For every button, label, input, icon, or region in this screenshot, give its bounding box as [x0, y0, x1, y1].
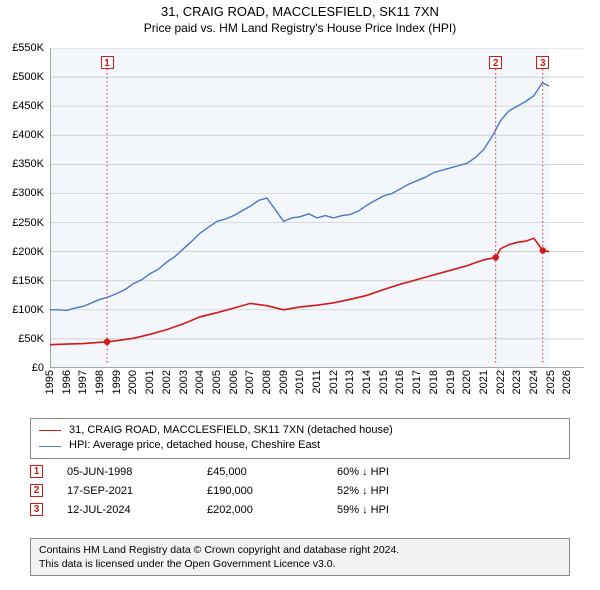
- x-tick-label: 2005: [211, 370, 223, 394]
- sales-price: £190,000: [207, 485, 337, 497]
- x-tick-label: 1999: [111, 370, 123, 394]
- sales-row: 3 12-JUL-2024£202,00059% ↓ HPI: [30, 500, 570, 519]
- chart-plot-area: 1 2 3: [50, 48, 584, 368]
- y-tick-label: £400K: [12, 129, 44, 141]
- x-tick-label: 2022: [495, 370, 507, 394]
- chart-subtitle: Price paid vs. HM Land Registry's House …: [0, 21, 600, 35]
- y-tick-label: £550K: [12, 42, 44, 54]
- x-tick-label: 2002: [161, 370, 173, 394]
- attribution-line-1: Contains HM Land Registry data © Crown c…: [39, 543, 561, 557]
- x-tick-label: 2020: [461, 370, 473, 394]
- sales-date: 17-SEP-2021: [67, 485, 207, 497]
- x-axis-labels: 1995199619971998199920002001200220032004…: [50, 370, 584, 414]
- y-tick-label: £450K: [12, 100, 44, 112]
- sales-row: 2 17-SEP-2021£190,00052% ↓ HPI: [30, 481, 570, 500]
- y-tick-label: £50K: [18, 333, 44, 345]
- x-tick-label: 2010: [294, 370, 306, 394]
- x-tick-label: 2025: [545, 370, 557, 394]
- legend-swatch: [39, 430, 61, 431]
- sales-hpi: 59% ↓ HPI: [337, 504, 389, 516]
- legend-row: 31, CRAIG ROAD, MACCLESFIELD, SK11 7XN (…: [39, 423, 561, 438]
- x-tick-label: 2021: [478, 370, 490, 394]
- sales-date: 05-JUN-1998: [67, 466, 207, 478]
- legend-row: HPI: Average price, detached house, Ches…: [39, 438, 561, 453]
- chart-svg: [50, 48, 584, 368]
- sales-date: 12-JUL-2024: [67, 504, 207, 516]
- chart-annotation-marker: 1: [101, 56, 114, 69]
- x-tick-label: 1998: [94, 370, 106, 394]
- x-tick-label: 2017: [411, 370, 423, 394]
- y-tick-label: £0: [32, 362, 44, 374]
- y-tick-label: £300K: [12, 187, 44, 199]
- attribution-line-2: This data is licensed under the Open Gov…: [39, 557, 561, 571]
- sales-marker: 1: [30, 465, 43, 478]
- x-tick-label: 2006: [228, 370, 240, 394]
- x-tick-label: 2019: [445, 370, 457, 394]
- sales-hpi: 52% ↓ HPI: [337, 485, 389, 497]
- x-tick-label: 2011: [311, 370, 323, 394]
- sales-hpi: 60% ↓ HPI: [337, 466, 389, 478]
- x-tick-label: 1996: [61, 370, 73, 394]
- x-tick-label: 2008: [261, 370, 273, 394]
- x-tick-label: 2004: [194, 370, 206, 394]
- sales-row: 1 05-JUN-1998£45,00060% ↓ HPI: [30, 462, 570, 481]
- x-tick-label: 1995: [44, 370, 56, 394]
- legend-swatch: [39, 446, 61, 447]
- chart-annotation-marker: 3: [536, 56, 549, 69]
- x-tick-label: 2009: [278, 370, 290, 394]
- chart-annotation-marker: 2: [489, 56, 502, 69]
- x-tick-label: 2014: [361, 370, 373, 394]
- y-tick-label: £200K: [12, 246, 44, 258]
- x-tick-label: 2013: [344, 370, 356, 394]
- x-tick-label: 1997: [77, 370, 89, 394]
- x-tick-label: 2007: [244, 370, 256, 394]
- x-tick-label: 2000: [127, 370, 139, 394]
- y-tick-label: £100K: [12, 304, 44, 316]
- x-tick-label: 2003: [178, 370, 190, 394]
- sales-price: £202,000: [207, 504, 337, 516]
- y-tick-label: £350K: [12, 158, 44, 170]
- legend-box: 31, CRAIG ROAD, MACCLESFIELD, SK11 7XN (…: [30, 418, 570, 459]
- sales-table: 1 05-JUN-1998£45,00060% ↓ HPI 2 17-SEP-2021…: [30, 462, 570, 519]
- sales-marker: 2: [30, 484, 43, 497]
- x-tick-label: 2015: [378, 370, 390, 394]
- y-tick-label: £150K: [12, 275, 44, 287]
- chart-title: 31, CRAIG ROAD, MACCLESFIELD, SK11 7XN: [0, 0, 600, 20]
- x-tick-label: 2012: [328, 370, 340, 394]
- y-axis-labels: £0£50K£100K£150K£200K£250K£300K£350K£400…: [0, 48, 48, 368]
- x-tick-label: 2023: [511, 370, 523, 394]
- sales-price: £45,000: [207, 466, 337, 478]
- x-tick-label: 2001: [144, 370, 156, 394]
- legend-label: HPI: Average price, detached house, Ches…: [69, 438, 320, 453]
- sales-marker: 3: [30, 503, 43, 516]
- x-tick-label: 2016: [394, 370, 406, 394]
- x-tick-label: 2026: [561, 370, 573, 394]
- legend-label: 31, CRAIG ROAD, MACCLESFIELD, SK11 7XN (…: [69, 423, 393, 438]
- x-tick-label: 2018: [428, 370, 440, 394]
- y-tick-label: £250K: [12, 217, 44, 229]
- attribution-box: Contains HM Land Registry data © Crown c…: [30, 538, 570, 576]
- x-tick-label: 2024: [528, 370, 540, 394]
- y-tick-label: £500K: [12, 71, 44, 83]
